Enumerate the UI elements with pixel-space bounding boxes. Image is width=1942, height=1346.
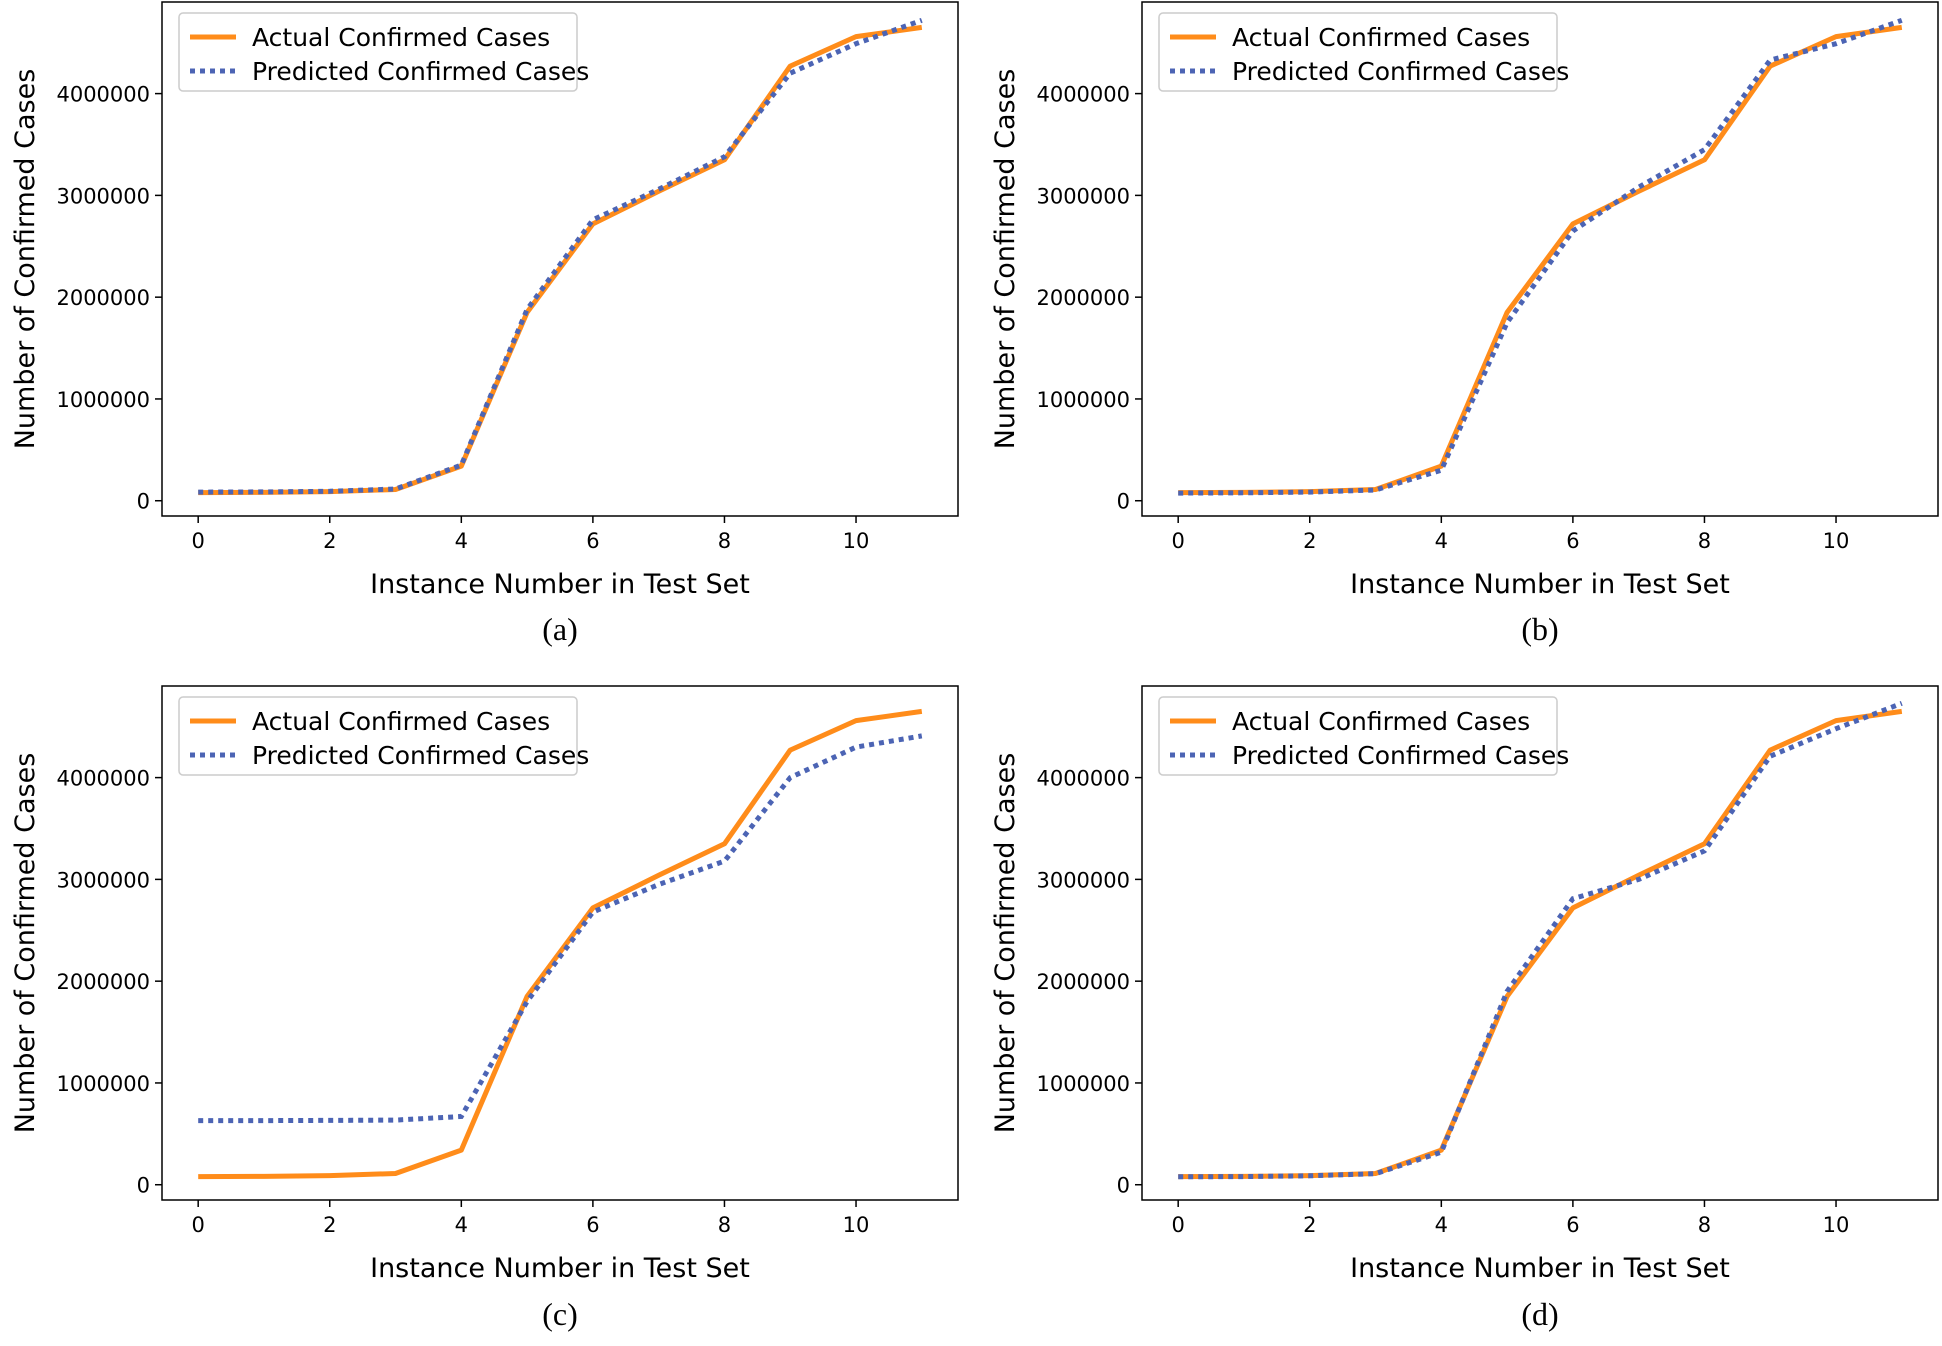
plot-frame [1141,685,1939,1201]
y-tick-label: 1000000 [56,388,150,412]
y-tick-label: 0 [137,490,150,514]
legend-label: Actual Confirmed Cases [252,23,550,52]
panel-caption: (d) [1521,1296,1558,1332]
plot-frame [1141,1,1939,517]
y-tick-label: 3000000 [1036,868,1130,892]
y-tick-label: 4000000 [1036,83,1130,107]
series-line-actual [1178,24,1903,496]
panel-caption: (a) [542,611,578,647]
y-tick-label: 0 [137,1174,150,1198]
y-tick-label: 3000000 [1036,184,1130,208]
x-tick-label: 0 [191,1213,204,1237]
y-tick-label: 1000000 [56,1072,150,1096]
x-axis-title: Instance Number in Test Set [1350,569,1730,600]
y-tick-label: 2000000 [56,286,150,310]
series-line-predicted [1178,17,1903,496]
y-tick-label: 4000000 [1036,767,1130,791]
legend-box [178,12,578,92]
x-tick-label: 4 [455,1213,468,1237]
y-axis-title: Number of Confirmed Cases [990,69,1021,450]
chart-panel: 0 2 4 6 8 10 0 1000000 2000000 3000000 4000000 Inst… [10,1,959,647]
x-tick-label: 0 [191,529,204,553]
legend-label: Predicted Confirmed Cases [1232,57,1569,86]
x-tick-label: 10 [843,529,870,553]
x-tick-label: 10 [1823,1213,1850,1237]
legend-box [178,696,578,776]
y-axis-title: Number of Confirmed Cases [10,69,41,450]
x-tick-label: 6 [1566,529,1579,553]
series-line-actual [1178,708,1903,1180]
legend-label: Actual Confirmed Cases [1232,23,1530,52]
plot-frame [161,685,959,1201]
y-tick-label: 2000000 [56,970,150,994]
y-tick-label: 0 [1117,1174,1130,1198]
y-tick-label: 0 [1117,490,1130,514]
y-axis-title: Number of Confirmed Cases [990,753,1021,1134]
y-tick-label: 1000000 [1036,1072,1130,1096]
x-tick-label: 4 [455,529,468,553]
x-axis-title: Instance Number in Test Set [1350,1253,1730,1284]
y-tick-label: 3000000 [56,868,150,892]
series-line-actual [198,24,923,496]
series-line-predicted [198,17,923,495]
legend-label: Predicted Confirmed Cases [1232,741,1569,770]
series-line-predicted [1178,700,1903,1180]
y-tick-label: 3000000 [56,184,150,208]
y-tick-label: 1000000 [1036,388,1130,412]
x-tick-label: 2 [1303,1213,1316,1237]
x-tick-label: 10 [1823,529,1850,553]
x-tick-label: 0 [1171,1213,1184,1237]
x-tick-label: 8 [718,529,731,553]
x-tick-label: 2 [1303,529,1316,553]
legend-label: Actual Confirmed Cases [1232,707,1530,736]
chart-panel: 0 2 4 6 8 10 0 1000000 2000000 3000000 4000000 Inst… [990,1,1939,647]
panel-caption: (c) [542,1296,578,1332]
x-tick-label: 8 [1698,1213,1711,1237]
x-tick-label: 2 [323,1213,336,1237]
x-tick-label: 6 [586,1213,599,1237]
legend-label: Predicted Confirmed Cases [252,57,589,86]
legend-label: Actual Confirmed Cases [252,707,550,736]
chart-panel: 0 2 4 6 8 10 0 1000000 2000000 3000000 4000000 Inst… [10,685,959,1332]
x-tick-label: 4 [1435,529,1448,553]
legend-box [1158,12,1558,92]
plot-frame [161,1,959,517]
y-tick-label: 4000000 [56,767,150,791]
x-tick-label: 10 [843,1213,870,1237]
x-axis-title: Instance Number in Test Set [370,1253,750,1284]
series-line-actual [198,708,923,1180]
x-tick-label: 8 [718,1213,731,1237]
x-tick-label: 4 [1435,1213,1448,1237]
y-tick-label: 2000000 [1036,286,1130,310]
series-line-predicted [198,733,923,1124]
chart-panel: 0 2 4 6 8 10 0 1000000 2000000 3000000 4000000 Inst… [990,685,1939,1332]
x-tick-label: 2 [323,529,336,553]
legend-box [1158,696,1558,776]
y-axis-title: Number of Confirmed Cases [10,753,41,1134]
panel-caption: (b) [1521,611,1558,647]
y-tick-label: 2000000 [1036,970,1130,994]
x-tick-label: 6 [586,529,599,553]
x-tick-label: 0 [1171,529,1184,553]
x-axis-title: Instance Number in Test Set [370,569,750,600]
legend-label: Predicted Confirmed Cases [252,741,589,770]
x-tick-label: 8 [1698,529,1711,553]
y-tick-label: 4000000 [56,83,150,107]
x-tick-label: 6 [1566,1213,1579,1237]
